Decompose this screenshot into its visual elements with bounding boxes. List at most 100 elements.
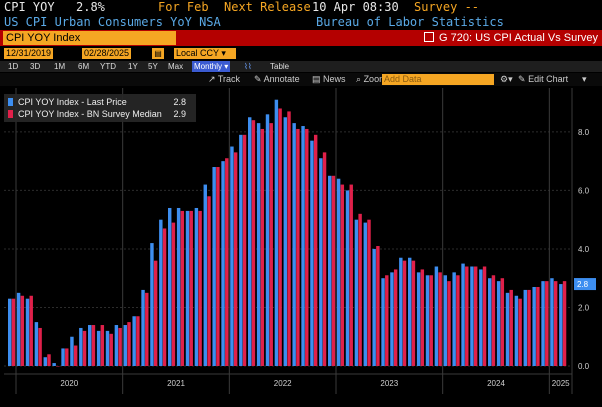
bar-actual (52, 363, 56, 366)
x-tick-label: 2021 (167, 379, 185, 388)
track-icon: ↗ (208, 74, 216, 84)
period: For Feb (158, 0, 209, 14)
bar-survey (65, 348, 69, 366)
currency-select[interactable]: Local CCY ▾ (174, 48, 236, 59)
last-value-badge-label: 2.8 (577, 280, 589, 289)
track-label: Track (217, 74, 241, 84)
bar-survey (536, 286, 540, 366)
range-1m[interactable]: 1M (54, 62, 66, 71)
legend-item-survey[interactable]: CPI YOY Index - BN Survey Median 2.9 (8, 108, 192, 120)
range-1d[interactable]: 1D (8, 62, 19, 71)
more-options-icon[interactable]: ▾ (582, 74, 587, 84)
x-tick-label: 2020 (60, 379, 78, 388)
bar-actual (150, 243, 154, 366)
table-button[interactable]: Table (270, 62, 290, 71)
bar-survey (509, 289, 513, 366)
bar-survey (553, 281, 558, 366)
bar-survey (482, 266, 487, 366)
bar-actual (265, 114, 270, 366)
bar-actual (541, 281, 545, 366)
range-3d[interactable]: 3D (30, 62, 41, 71)
range-max[interactable]: Max (168, 62, 184, 71)
survey-label: Survey -- (414, 0, 480, 14)
bar-survey (349, 184, 353, 366)
bar-actual (194, 207, 199, 366)
news-button[interactable]: ▤ News (312, 73, 346, 86)
zoom-button[interactable]: ⌕ Zoom (356, 73, 387, 86)
bar-survey (118, 327, 122, 366)
bar-survey (91, 325, 96, 366)
range-ytd[interactable]: YTD (100, 62, 116, 71)
next-release-label: Next Release (224, 0, 311, 14)
bar-actual (61, 348, 65, 366)
legend-item-actual[interactable]: CPI YOY Index - Last Price 2.8 (8, 96, 192, 108)
ticker: CPI YOY (4, 0, 55, 14)
bar-actual (336, 178, 341, 366)
bar-actual (96, 330, 101, 366)
range-1y[interactable]: 1Y (128, 62, 138, 71)
last-value-badge (574, 278, 596, 291)
bar-survey (171, 222, 176, 366)
index-name-field[interactable]: CPI YOY Index (3, 31, 176, 45)
bar-survey (56, 366, 60, 367)
annotate-button[interactable]: ✎ Annotate (254, 73, 300, 86)
x-tick-label: 2025 (552, 379, 570, 388)
bar-survey (331, 175, 336, 366)
bar-survey (376, 246, 380, 366)
bar-actual (239, 134, 243, 366)
bar-actual (203, 184, 207, 366)
add-data-input[interactable]: Add Data (382, 74, 494, 85)
bar-survey (545, 281, 549, 366)
bar-survey (20, 295, 25, 366)
bar-survey (340, 184, 345, 366)
y-tick-label: 8.0 (578, 128, 590, 137)
line-chart-icon[interactable]: ⌇⌇ (244, 62, 252, 71)
bar-survey (278, 108, 282, 366)
bar-actual (132, 316, 136, 366)
range-5y[interactable]: 5Y (148, 62, 158, 71)
bar-survey (322, 152, 327, 366)
export-icon[interactable] (424, 32, 435, 42)
settings-icon[interactable]: ⚙▾ (500, 74, 513, 84)
bar-actual (488, 278, 492, 366)
edit-chart-button[interactable]: ✎ Edit Chart (518, 73, 568, 86)
frequency-select[interactable]: Monthly ▾ (192, 61, 231, 72)
bar-actual (70, 336, 74, 366)
bar-actual (123, 325, 127, 366)
bar-survey (189, 210, 193, 366)
bar-survey (145, 292, 149, 366)
bar-actual (434, 266, 439, 366)
range-toolbar (0, 61, 602, 72)
bar-survey (207, 196, 211, 366)
bar-actual (328, 175, 332, 366)
bar-survey (562, 281, 567, 366)
calendar-icon[interactable]: ▤ (152, 48, 164, 59)
chart-code-label: G 720: US CPI Actual Vs Survey (439, 32, 598, 44)
legend-value: 2.8 (173, 97, 186, 107)
bar-actual (514, 295, 519, 366)
bar-survey (198, 210, 202, 366)
date-row (0, 47, 602, 60)
bar-survey (367, 219, 371, 366)
zoom-label: Zoom (363, 74, 387, 84)
start-date-input[interactable]: 12/31/2019 (4, 48, 54, 59)
bar-actual (470, 266, 474, 366)
bar-survey (109, 333, 113, 366)
legend-swatch-actual (8, 98, 13, 106)
bar-survey (385, 275, 389, 366)
bar-survey (456, 275, 460, 366)
end-date-input[interactable]: 02/28/2025 (82, 48, 132, 59)
source: Bureau of Labor Statistics (316, 15, 504, 29)
track-button[interactable]: ↗ Track (208, 73, 240, 86)
bar-survey (500, 278, 505, 366)
bar-actual (114, 325, 119, 366)
news-label: News (323, 74, 346, 84)
bar-actual (176, 207, 181, 366)
legend-label: CPI YOY Index - Last Price (18, 97, 127, 107)
bar-actual (16, 292, 21, 366)
chart-code[interactable]: G 720: US CPI Actual Vs Survey (424, 30, 598, 46)
bar-survey (269, 123, 273, 367)
range-6m[interactable]: 6M (78, 62, 90, 71)
bar-actual (452, 272, 456, 366)
